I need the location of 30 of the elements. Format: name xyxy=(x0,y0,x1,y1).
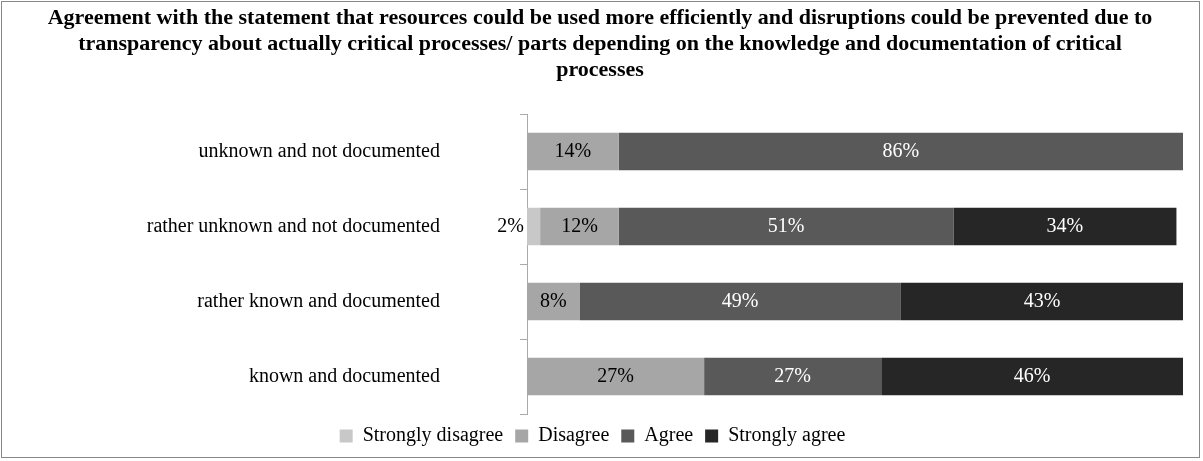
data-label: 46% xyxy=(1013,363,1051,386)
data-label: 8% xyxy=(539,288,567,311)
data-label: 14% xyxy=(554,138,592,161)
bar xyxy=(540,207,619,246)
legend-label: Strongly disagree xyxy=(362,423,504,447)
y-tick-label: known and documented xyxy=(248,363,440,386)
chart-title: Agreement with the statement that resources could be used more efficiently and disruptions could be prevented due to transparency about actually critical processes/ parts depending on the knowledge and documentation of critical processes xyxy=(46,4,1154,82)
y-tick-label: unknown and not documented xyxy=(198,138,440,161)
y-tick-label: rather unknown and not documented xyxy=(146,213,440,236)
bar xyxy=(618,207,954,246)
bar xyxy=(579,282,901,321)
legend-label: Strongly agree xyxy=(728,423,846,447)
data-label: 2% xyxy=(497,213,524,236)
bar xyxy=(881,357,1183,396)
data-label: 27% xyxy=(774,363,812,386)
data-label: 49% xyxy=(721,288,759,311)
data-label: 86% xyxy=(882,138,920,161)
bar xyxy=(527,207,541,246)
legend-label: Agree xyxy=(644,423,694,447)
data-label: 51% xyxy=(767,213,805,236)
bar xyxy=(953,207,1177,246)
bar xyxy=(618,132,1183,171)
data-label: 34% xyxy=(1046,213,1084,236)
bar xyxy=(900,282,1183,321)
data-label: 43% xyxy=(1023,288,1061,311)
data-label: 27% xyxy=(597,363,634,386)
y-tick-label: rather known and documented xyxy=(197,288,440,311)
bar xyxy=(704,357,882,396)
data-label: 12% xyxy=(561,213,598,236)
legend-label: Disagree xyxy=(538,423,610,447)
